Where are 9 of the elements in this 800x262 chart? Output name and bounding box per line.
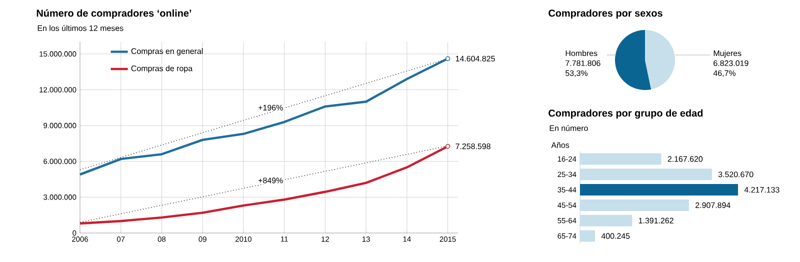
bar (580, 230, 596, 242)
chart-title: Compradores por grupo de edad (548, 109, 703, 119)
chart-title: Número de compradores ‘online’ (36, 9, 192, 19)
bar (580, 184, 738, 196)
bar (580, 153, 662, 165)
bar (580, 168, 712, 180)
chart-title: Compradores por sexos (548, 9, 662, 19)
bar (580, 199, 689, 211)
bar (580, 214, 632, 226)
